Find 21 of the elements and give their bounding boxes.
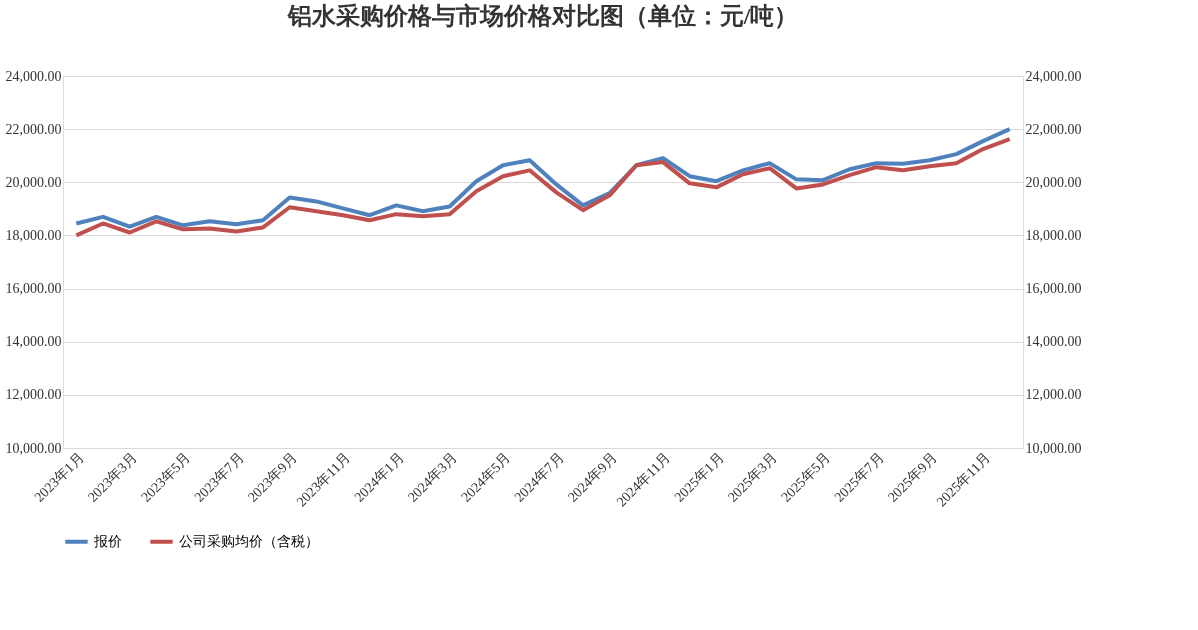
y2-tick-label: 16,000.00 bbox=[1025, 281, 1082, 297]
y-tick-label: 16,000.00 bbox=[5, 281, 62, 297]
legend-label: 报价 bbox=[93, 533, 122, 549]
y-tick-label: 18,000.00 bbox=[5, 227, 62, 243]
y2-tick-label: 10,000.00 bbox=[1025, 440, 1082, 456]
line-series bbox=[74, 127, 1012, 229]
y-tick-label: 24,000.00 bbox=[5, 68, 62, 84]
chart-title: 铝水采购价格与市场价格对比图（单位：元/吨） bbox=[286, 3, 799, 29]
y-tick-label: 12,000.00 bbox=[5, 387, 62, 403]
y-tick-label: 22,000.00 bbox=[5, 121, 62, 137]
legend-label: 公司采购均价（含税） bbox=[179, 533, 319, 549]
y2-tick-label: 12,000.00 bbox=[1025, 387, 1082, 403]
y-tick-label: 14,000.00 bbox=[5, 334, 62, 350]
y2-tick-label: 14,000.00 bbox=[1025, 334, 1082, 350]
y2-tick-label: 22,000.00 bbox=[1025, 121, 1082, 137]
y2-tick-label: 20,000.00 bbox=[1025, 174, 1082, 190]
y-tick-label: 10,000.00 bbox=[5, 440, 62, 456]
line-series bbox=[74, 137, 1012, 238]
y2-tick-label: 18,000.00 bbox=[1025, 227, 1082, 243]
y-tick-label: 20,000.00 bbox=[5, 174, 62, 190]
y2-tick-label: 24,000.00 bbox=[1025, 68, 1082, 84]
